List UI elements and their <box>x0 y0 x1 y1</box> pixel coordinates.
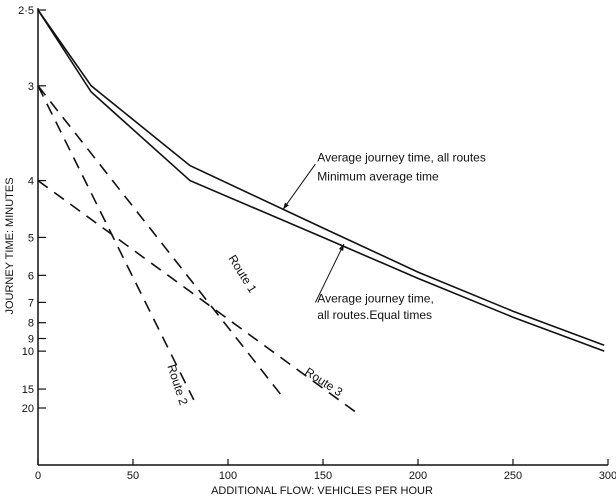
y-axis-title: JOURNEY TIME: MINUTES <box>4 177 16 314</box>
y-tick-label: 5 <box>28 232 34 244</box>
x-tick-label: 150 <box>314 470 332 482</box>
y-tick-label: 10 <box>22 346 34 358</box>
annotation-layer: Route 1 Route 2 Route 3 Average journey tim… <box>164 151 486 408</box>
x-axis-title: ADDITIONAL FLOW: VEHICLES PER HOUR <box>211 485 433 497</box>
annotation-text: Average journey time, <box>317 291 434 305</box>
y-tick-label: 8 <box>28 318 34 330</box>
y-tick-label: 2·5 <box>18 5 34 17</box>
y-ticks: 2·5 3 4 5 6 7 8 910 15 20 <box>18 5 46 415</box>
y-tick-label: 20 <box>22 403 34 415</box>
route-label: Route 2 <box>164 363 190 408</box>
leader-arrow-minimum-head <box>283 202 289 210</box>
route-label: Route 3 <box>302 365 345 400</box>
x-tick-label: 0 <box>35 470 41 482</box>
y-tick-label: 7 <box>28 297 34 309</box>
annotation-text: Average journey time, all routes <box>317 151 486 165</box>
y-tick-label: 4 <box>28 176 34 188</box>
series-line-3 <box>37 179 358 414</box>
series-line-4 <box>37 9 605 346</box>
series-line-5 <box>37 9 605 352</box>
x-tick-label: 200 <box>409 470 427 482</box>
leader-arrow-equal <box>314 243 345 303</box>
x-tick-label: 250 <box>504 470 522 482</box>
x-ticks: 0 50 100 150 200 250 300 <box>35 459 616 482</box>
series-line-2 <box>37 85 195 401</box>
leader-arrow-equal-head <box>338 244 344 252</box>
series-line-1 <box>37 85 286 401</box>
y-tick-label: 3 <box>28 81 34 93</box>
y-tick-label: 15 <box>22 384 34 396</box>
axes <box>37 8 608 466</box>
x-tick-label: 300 <box>599 470 616 482</box>
series-layer <box>37 9 605 414</box>
leader-arrow-minimum <box>282 163 316 210</box>
route-label: Route 1 <box>225 252 259 295</box>
y-tick-label: 6 <box>28 270 34 282</box>
x-tick-label: 100 <box>219 470 237 482</box>
annotation-text: Minimum average time <box>317 170 439 184</box>
y-tick-label: 9 <box>28 334 34 346</box>
annotation-text: all routes.Equal times <box>317 308 432 322</box>
x-tick-label: 50 <box>127 470 139 482</box>
